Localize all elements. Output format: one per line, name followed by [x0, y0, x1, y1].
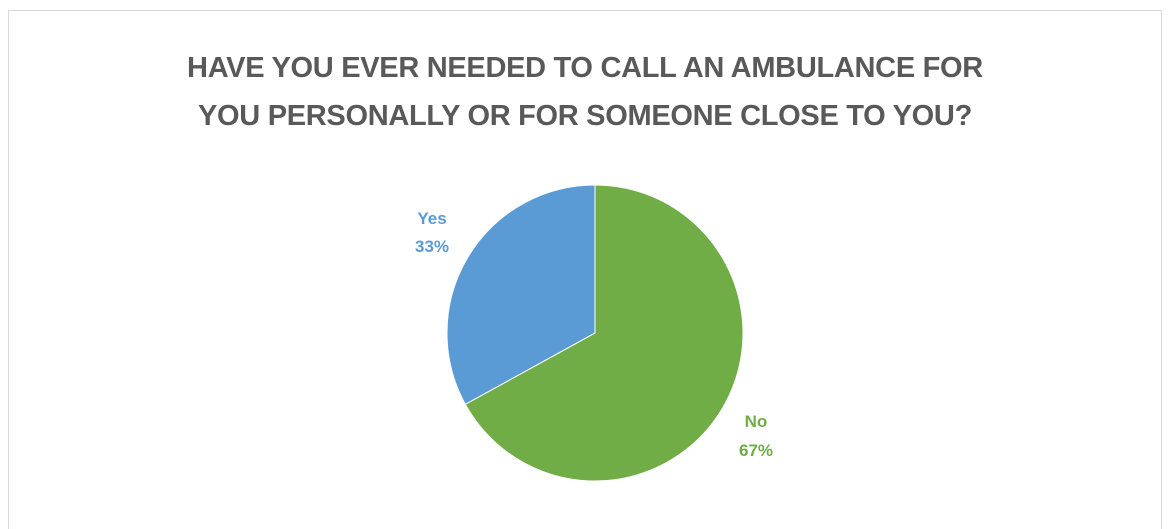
slice-label-no: No 67%: [739, 412, 773, 460]
chart-title: HAVE YOU EVER NEEDED TO CALL AN AMBULANC…: [8, 44, 1162, 140]
chart-title-line-2: YOU PERSONALLY OR FOR SOMEONE CLOSE TO Y…: [198, 100, 972, 132]
chart-title-line-1: HAVE YOU EVER NEEDED TO CALL AN AMBULANC…: [187, 52, 983, 84]
slice-label-no-category: No: [745, 412, 768, 431]
pie-slices: [446, 184, 744, 482]
pie-slice-no: [464, 184, 744, 482]
slice-label-yes-category: Yes: [417, 209, 446, 228]
slice-label-yes-value: 33%: [415, 237, 449, 256]
pie-slice-yes: [446, 184, 596, 405]
slice-label-yes: Yes 33%: [415, 209, 449, 256]
slice-label-no-value: 67%: [739, 441, 773, 460]
